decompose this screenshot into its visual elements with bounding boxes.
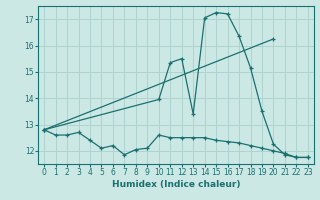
X-axis label: Humidex (Indice chaleur): Humidex (Indice chaleur)	[112, 180, 240, 189]
